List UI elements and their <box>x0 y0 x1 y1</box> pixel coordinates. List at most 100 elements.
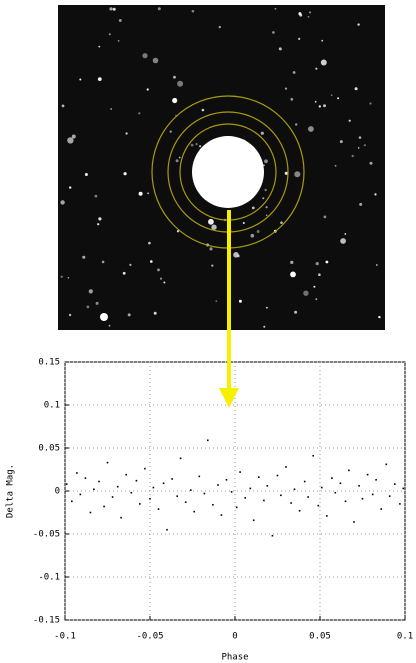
star <box>118 19 122 22</box>
data-point <box>276 474 279 477</box>
data-point <box>176 495 178 497</box>
star <box>315 262 319 266</box>
star <box>125 132 128 135</box>
star <box>290 260 294 264</box>
star <box>292 71 296 74</box>
star <box>314 100 317 103</box>
y-tick-label: 0 <box>55 487 60 497</box>
star <box>175 159 179 163</box>
y-tick-label: 0.05 <box>38 444 60 454</box>
star <box>340 238 346 244</box>
star <box>215 300 218 302</box>
star <box>129 263 132 266</box>
star <box>265 206 268 209</box>
star <box>238 299 242 303</box>
star <box>284 87 288 90</box>
star <box>71 134 76 139</box>
star <box>68 313 72 317</box>
data-point <box>252 519 255 522</box>
star <box>195 143 198 146</box>
star <box>348 119 351 122</box>
star <box>251 206 255 210</box>
star <box>110 108 112 110</box>
star <box>157 7 161 11</box>
star <box>138 191 143 196</box>
star <box>148 241 151 245</box>
star <box>315 67 318 70</box>
star <box>262 197 265 200</box>
data-point <box>98 480 100 483</box>
data-point <box>84 477 87 479</box>
star <box>374 193 377 196</box>
data-point <box>130 491 133 494</box>
star <box>315 298 318 301</box>
data-point <box>235 506 238 509</box>
data-point <box>320 486 323 489</box>
data-point <box>193 510 195 513</box>
star <box>190 143 194 147</box>
data-point <box>207 439 209 442</box>
data-point <box>312 454 314 457</box>
star <box>294 310 298 314</box>
stars <box>60 7 381 328</box>
star <box>211 224 217 230</box>
data-point <box>388 495 391 497</box>
data-point <box>190 489 192 491</box>
data-point <box>375 479 377 481</box>
star <box>233 252 239 258</box>
star <box>378 315 381 319</box>
star <box>67 277 70 279</box>
star <box>369 102 372 105</box>
star <box>211 264 214 267</box>
data-point <box>290 502 292 504</box>
data-point <box>166 528 168 531</box>
star <box>250 233 255 238</box>
data-point <box>303 480 306 483</box>
data-point <box>280 494 282 497</box>
star <box>309 11 311 14</box>
star <box>303 290 309 296</box>
data-point <box>344 500 347 503</box>
data-point <box>171 478 173 480</box>
star <box>256 230 260 233</box>
star <box>323 104 326 108</box>
data-point <box>135 479 138 482</box>
star <box>97 77 102 81</box>
data-point <box>212 503 214 506</box>
star <box>274 7 277 10</box>
star <box>150 260 153 263</box>
y-tick-label: -0.1 <box>38 573 60 583</box>
data-point <box>217 484 219 486</box>
data-point <box>149 497 151 500</box>
star <box>308 126 314 132</box>
star <box>363 144 366 147</box>
plot: -0.15 -0.1 -0.05 0 0.05 0.1 0.15 -0.1 -0.05 0 0.05… <box>33 358 413 642</box>
star <box>146 88 149 91</box>
star <box>84 173 88 176</box>
x-tick-label: 0.05 <box>309 632 331 642</box>
star <box>260 131 264 135</box>
data-point <box>371 493 374 496</box>
data-point <box>93 488 95 491</box>
data-point <box>230 491 233 493</box>
data-point <box>402 487 405 490</box>
star <box>323 215 327 219</box>
star <box>191 9 195 13</box>
star <box>101 260 105 264</box>
star <box>163 281 166 284</box>
data-point <box>144 467 146 470</box>
star <box>359 202 363 206</box>
star <box>142 53 148 59</box>
star <box>209 247 213 251</box>
star <box>95 301 99 305</box>
data-point <box>76 472 78 474</box>
star <box>169 130 172 133</box>
star <box>318 273 321 277</box>
data-point <box>220 514 223 516</box>
star <box>325 260 329 264</box>
data-point <box>326 515 328 517</box>
data-point <box>106 461 109 464</box>
star <box>375 264 378 266</box>
data-point <box>348 469 350 472</box>
